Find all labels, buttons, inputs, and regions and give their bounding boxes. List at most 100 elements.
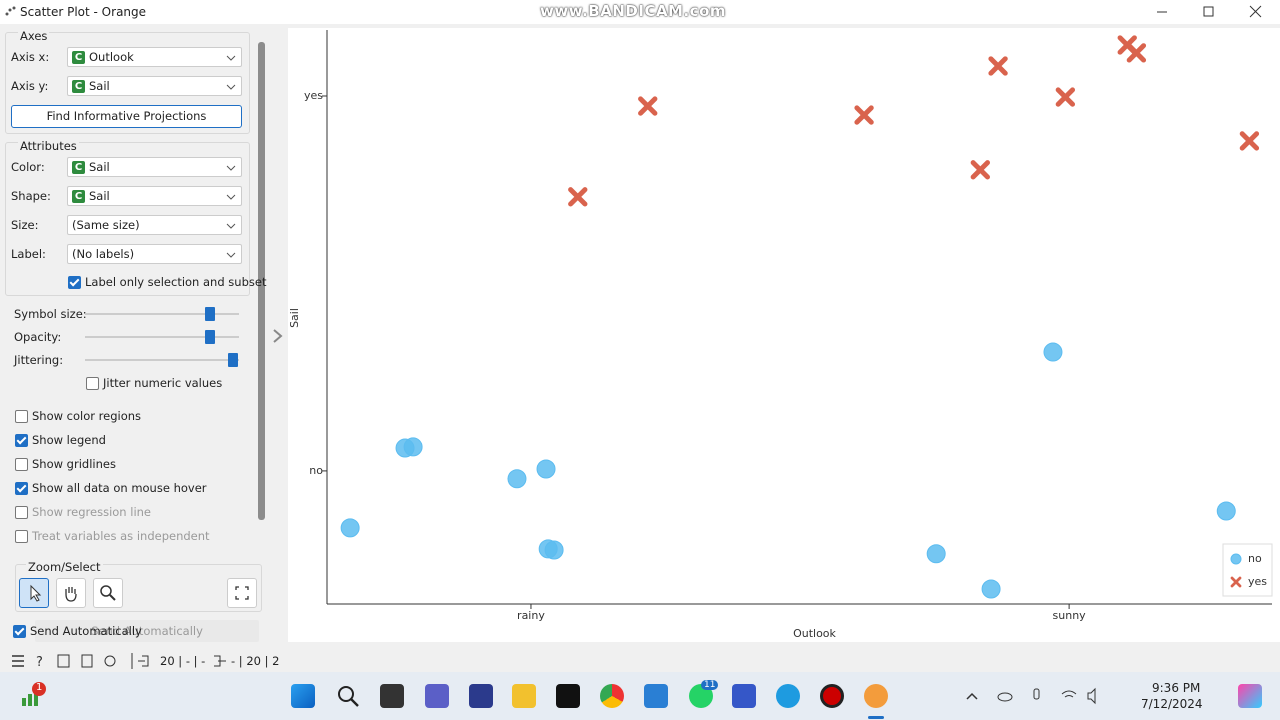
checkbox-label: Show gridlines <box>32 457 116 471</box>
slider-label: Jittering: <box>14 353 64 367</box>
checkbox-label: Label only selection and subset <box>85 275 267 289</box>
select-tool[interactable] <box>19 578 49 608</box>
app-icon[interactable] <box>732 684 756 708</box>
taskbar: 1 11 9:36 PM 7/12/2024 <box>0 672 1280 720</box>
point <box>340 518 360 538</box>
point <box>536 459 556 479</box>
checkbox[interactable] <box>86 377 99 390</box>
store-icon[interactable] <box>644 684 668 708</box>
legend-label: yes <box>1248 575 1267 588</box>
plot-area <box>288 28 1280 642</box>
svg-text:?: ? <box>36 655 43 669</box>
whatsapp-badge: 11 <box>701 680 719 690</box>
dropdown-arrow <box>226 84 236 90</box>
legend-marker <box>1230 553 1242 565</box>
orange-icon[interactable] <box>864 684 888 708</box>
point <box>1126 43 1147 63</box>
point <box>1239 131 1260 151</box>
point <box>1216 501 1236 521</box>
watermark: www.BANDICAM.com <box>540 2 727 20</box>
reset-zoom-tool[interactable] <box>227 578 257 608</box>
dropdown-value: Sail <box>89 79 110 93</box>
slider-handle[interactable] <box>205 307 215 321</box>
dropdown[interactable]: C Sail <box>67 76 242 96</box>
dropdown-arrow <box>226 194 236 200</box>
dropdown-value: (No labels) <box>72 247 135 261</box>
point <box>1043 342 1063 362</box>
status-bar: ? 20 | - | - - | 20 | 2 <box>0 648 1280 672</box>
netflix-icon[interactable] <box>556 684 580 708</box>
taskview-icon[interactable] <box>380 684 404 708</box>
dropdown[interactable]: C Sail <box>67 186 242 206</box>
input-summary: 20 | - | - <box>160 654 206 668</box>
checkbox <box>15 530 28 543</box>
field-label: Color: <box>11 160 45 174</box>
checkbox-label: Show legend <box>32 433 106 447</box>
checkbox[interactable] <box>15 434 28 447</box>
slider-label: Opacity: <box>14 330 62 344</box>
checkbox[interactable] <box>15 458 28 471</box>
dropdown[interactable]: (Same size) <box>67 215 242 235</box>
dropdown[interactable]: C Sail <box>67 157 242 177</box>
dropdown-arrow <box>226 55 236 61</box>
start-button[interactable] <box>291 684 315 708</box>
collapse-arrow[interactable] <box>272 328 284 344</box>
search-icon[interactable] <box>336 684 360 708</box>
window-controls[interactable] <box>1150 4 1270 20</box>
window-title: Scatter Plot - Orange <box>20 5 147 19</box>
slider-track[interactable] <box>85 359 239 361</box>
pan-tool[interactable] <box>56 578 86 608</box>
dropdown[interactable]: (No labels) <box>67 244 242 264</box>
checkbox[interactable] <box>13 625 26 638</box>
slider-handle[interactable] <box>228 353 238 367</box>
dropdown-arrow <box>226 165 236 171</box>
point <box>981 579 1001 599</box>
chrome-icon[interactable] <box>600 684 624 708</box>
checkbox[interactable] <box>15 410 28 423</box>
slider-track[interactable] <box>85 336 239 338</box>
field-label: Label: <box>11 247 46 261</box>
active-indicator <box>868 716 884 719</box>
group-title: Axes <box>18 29 50 43</box>
checkbox-label: Treat variables as independent <box>32 529 210 543</box>
teams-icon[interactable] <box>425 684 449 708</box>
field-label: Size: <box>11 218 39 232</box>
send-label: Send Automatically <box>91 624 203 638</box>
x-tick-label: sunny <box>1053 609 1087 622</box>
checkbox[interactable] <box>68 276 81 289</box>
dropdown-value: Sail <box>89 189 110 203</box>
attributes-group <box>5 142 250 296</box>
system-tray[interactable] <box>962 686 1112 706</box>
group-title: Zoom/Select <box>26 560 103 574</box>
type-icon: C <box>72 190 85 203</box>
slider-label: Symbol size: <box>14 307 87 321</box>
point <box>854 105 874 125</box>
app-icon[interactable] <box>469 684 493 708</box>
zoom-tool[interactable] <box>93 578 123 608</box>
find-projections-button[interactable]: Find Informative Projections <box>11 105 242 128</box>
type-icon: C <box>72 80 85 93</box>
explorer-icon[interactable] <box>512 684 536 708</box>
legend-marker <box>1230 576 1242 588</box>
scrollbar[interactable] <box>258 42 265 520</box>
send-button[interactable]: Send Automatically <box>35 620 259 642</box>
copilot-icon[interactable] <box>1238 684 1262 708</box>
x-axis-title: Outlook <box>793 627 836 640</box>
widgets-icon[interactable] <box>20 682 50 710</box>
y-tick-label: yes <box>304 89 323 102</box>
edge-icon[interactable] <box>776 684 800 708</box>
field-label: Shape: <box>11 189 51 203</box>
checkbox-label: Show color regions <box>32 409 142 423</box>
point <box>1055 87 1076 107</box>
dropdown[interactable]: C Outlook <box>67 47 242 67</box>
point <box>926 544 946 564</box>
dropdown-value: Sail <box>89 160 110 174</box>
scatter-plot: rainy sunny no yes Outlook Sail no yes <box>288 30 1273 640</box>
slider-track[interactable] <box>85 313 239 315</box>
control-panel: Axes Find Informative Projections Attrib… <box>0 24 270 646</box>
status-icons: ? <box>12 653 149 669</box>
checkbox[interactable] <box>15 482 28 495</box>
checkbox-label: Show all data on mouse hover <box>32 481 207 495</box>
record-icon[interactable] <box>820 684 844 708</box>
slider-handle[interactable] <box>205 330 215 344</box>
